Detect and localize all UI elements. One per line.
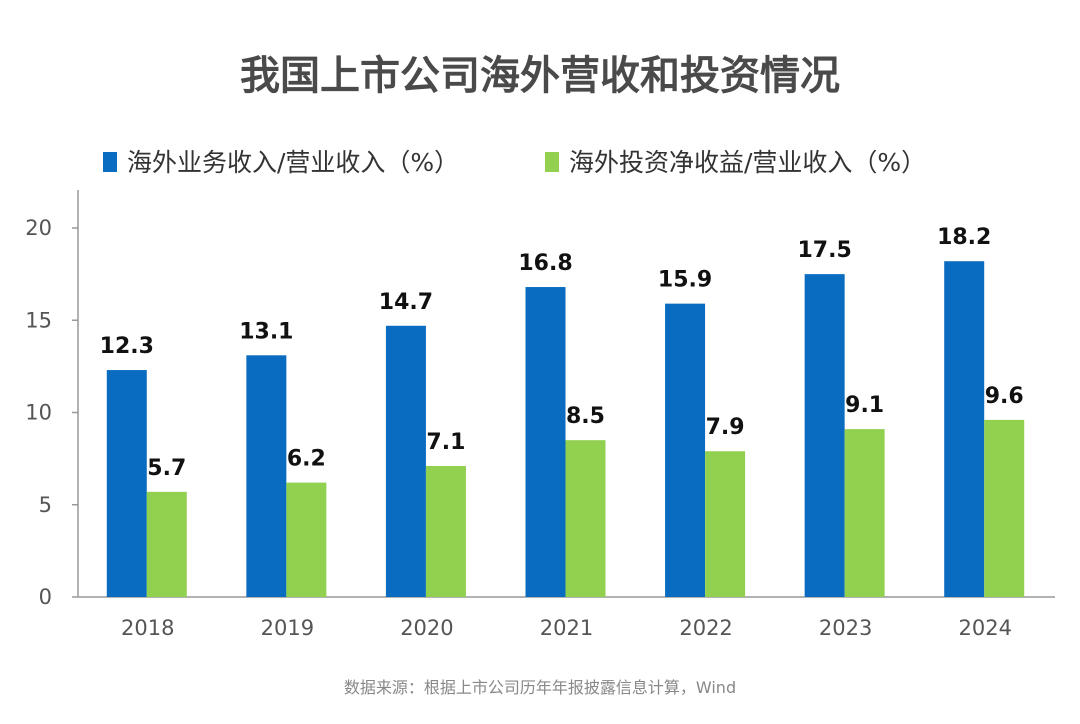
data-label: 7.1 <box>426 430 465 455</box>
bar <box>425 466 466 597</box>
y-tick-label: 15 <box>25 308 52 332</box>
chart-title: 我国上市公司海外营收和投资情况 <box>240 53 840 99</box>
data-label: 8.5 <box>566 404 605 429</box>
axes: 0 5 10 15 20 2018 2019 2020 2021 2022 2023 2024 <box>25 190 1055 640</box>
legend-label: 海外投资净收益/营业收入（%） <box>569 148 926 177</box>
data-label: 7.9 <box>706 415 745 440</box>
bar <box>844 429 885 597</box>
x-tick-label: 2018 <box>121 616 174 640</box>
legend-label: 海外业务收入/营业收入（%） <box>127 148 459 177</box>
data-label: 14.7 <box>379 290 433 315</box>
data-label: 17.5 <box>798 238 852 263</box>
data-label: 18.2 <box>937 225 991 250</box>
bar <box>385 325 426 597</box>
y-tick-label: 20 <box>25 216 52 240</box>
x-tick-label: 2024 <box>958 616 1011 640</box>
data-label: 13.1 <box>239 319 293 344</box>
bar <box>246 355 287 597</box>
y-tick-label: 5 <box>39 493 52 517</box>
data-label: 16.8 <box>518 251 572 276</box>
y-tick-label: 10 <box>25 401 52 425</box>
x-tick-label: 2020 <box>400 616 453 640</box>
bar <box>286 482 327 597</box>
legend-swatch <box>103 152 117 172</box>
bar <box>665 303 706 597</box>
legend: 海外业务收入/营业收入（%） 海外投资净收益/营业收入（%） <box>103 148 926 177</box>
bar <box>984 419 1025 597</box>
bar <box>565 440 606 597</box>
x-tick-label: 2023 <box>819 616 872 640</box>
y-tick-label: 0 <box>39 585 52 609</box>
x-tick-label: 2021 <box>540 616 593 640</box>
bar <box>106 370 147 597</box>
data-label: 15.9 <box>658 268 712 293</box>
bar <box>944 261 985 597</box>
legend-swatch <box>545 152 559 172</box>
data-label: 6.2 <box>287 447 326 472</box>
bar <box>804 274 845 597</box>
data-label: 5.7 <box>147 456 186 481</box>
bar <box>146 491 187 597</box>
data-label: 12.3 <box>100 334 154 359</box>
data-label: 9.6 <box>985 384 1024 409</box>
source-note: 数据来源：根据上市公司历年年报披露信息计算，Wind <box>344 678 736 697</box>
data-label: 9.1 <box>845 393 884 418</box>
bars: 12.3 5.7 13.1 6.2 14.7 7.1 16.8 8.5 15.9 7.9 17.5 9… <box>100 225 1025 597</box>
x-tick-label: 2022 <box>679 616 732 640</box>
bar <box>525 287 566 597</box>
x-tick-label: 2019 <box>261 616 314 640</box>
bar <box>705 451 746 597</box>
